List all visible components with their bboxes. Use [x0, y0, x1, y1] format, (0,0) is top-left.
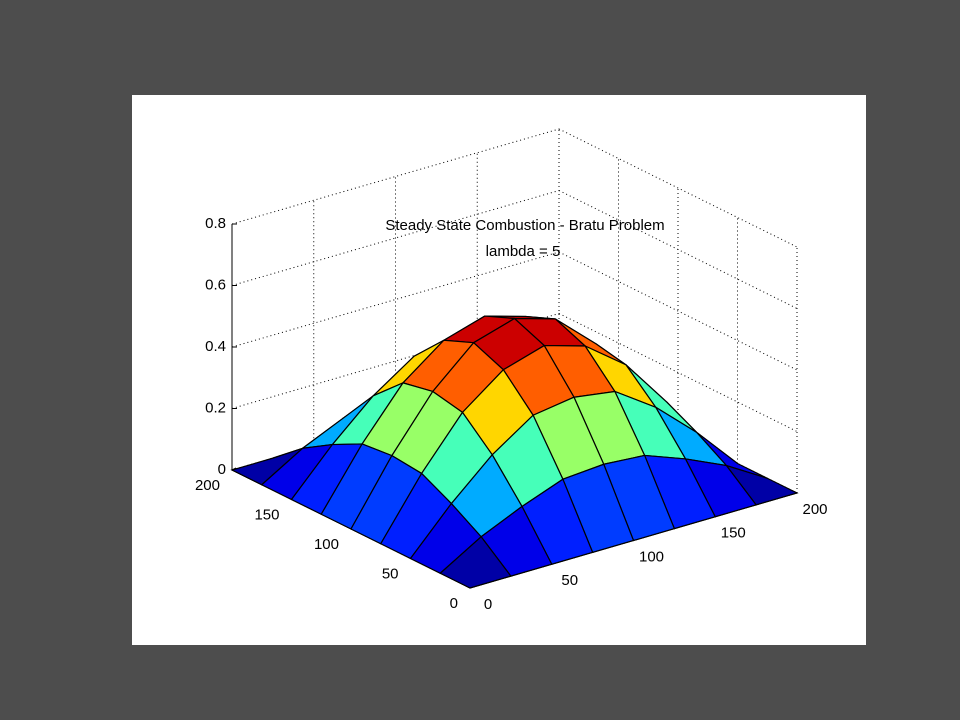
grid-line — [231, 190, 560, 286]
chart-subtitle: lambda = 5 — [486, 243, 561, 260]
z-tick-label: 0.2 — [205, 399, 226, 416]
x-tick-label: 150 — [721, 525, 746, 542]
y-tick-label: 100 — [314, 536, 339, 553]
y-tick-label: 200 — [195, 477, 220, 494]
grid-line — [558, 190, 798, 309]
y-tick-label: 50 — [382, 565, 399, 582]
grid-line — [558, 251, 798, 371]
grid-line — [231, 313, 560, 409]
z-tick-label: 0.4 — [205, 338, 226, 355]
chart-title: Steady State Combustion - Bratu Problem — [385, 217, 664, 234]
z-tick-label: 0.8 — [205, 215, 226, 232]
x-tick-label: 200 — [802, 501, 827, 518]
grid-line — [558, 313, 798, 432]
grid-line — [231, 251, 560, 348]
x-tick-label: 0 — [484, 596, 492, 613]
z-tick-label: 0 — [218, 461, 226, 478]
x-tick-label: 100 — [639, 548, 664, 565]
grid-line — [558, 128, 798, 248]
surface-patch — [439, 535, 512, 589]
z-tick-label: 0.6 — [205, 276, 226, 293]
y-tick-label: 0 — [450, 595, 458, 612]
x-tick-label: 50 — [561, 572, 578, 589]
y-tick-label: 150 — [254, 506, 279, 523]
grid-line — [231, 128, 560, 225]
